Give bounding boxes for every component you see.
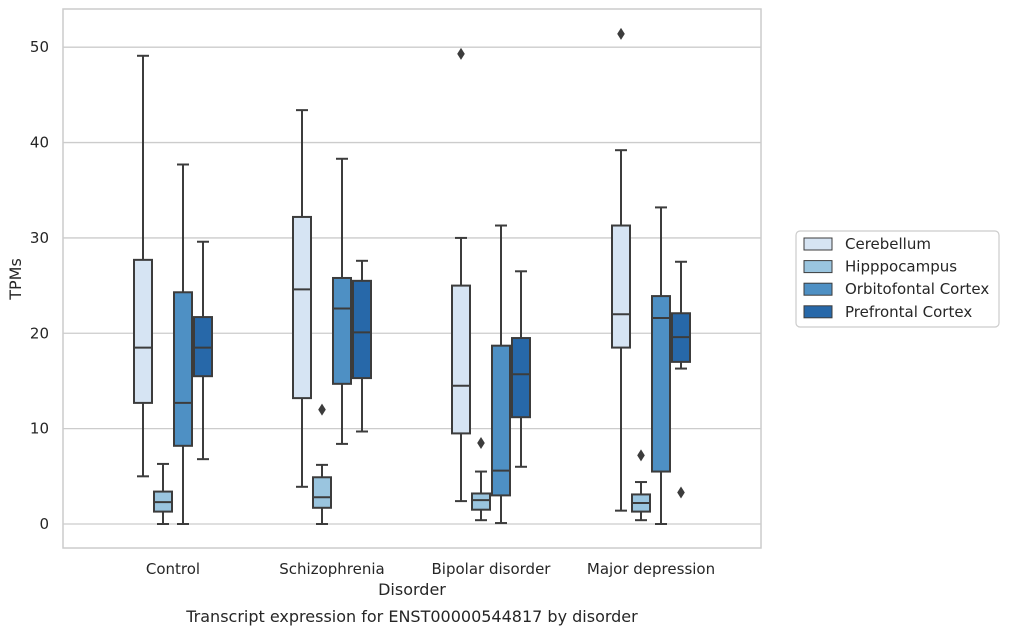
outlier-point bbox=[318, 403, 326, 416]
box-cerebellum bbox=[133, 54, 153, 478]
box-groups bbox=[133, 27, 691, 525]
box-hipppocampus bbox=[312, 403, 332, 525]
iqr-box bbox=[312, 476, 332, 509]
box-orbitofontal-cortex bbox=[173, 163, 193, 525]
legend-label: Prefrontal Cortex bbox=[845, 303, 972, 321]
y-tick-label: 40 bbox=[30, 134, 49, 152]
outlier-point bbox=[617, 27, 625, 40]
x-tick-label: Bipolar disorder bbox=[432, 560, 552, 578]
legend-frame bbox=[795, 230, 1000, 328]
iqr-box bbox=[292, 215, 312, 400]
legend-swatch bbox=[803, 260, 833, 274]
box-hipppocampus bbox=[153, 462, 173, 525]
box-cerebellum bbox=[611, 27, 631, 512]
y-tick-label: 10 bbox=[30, 420, 49, 438]
box-cerebellum bbox=[292, 109, 312, 488]
y-tick-label: 20 bbox=[30, 324, 49, 342]
legend-swatch bbox=[803, 282, 833, 296]
outlier-point bbox=[677, 486, 685, 499]
legend-swatch bbox=[803, 237, 833, 251]
iqr-box bbox=[611, 224, 631, 349]
box-orbitofontal-cortex bbox=[651, 206, 671, 525]
box-hipppocampus bbox=[631, 449, 651, 522]
x-tick-labels: Control Schizophrenia Bipolar disorder Majo… bbox=[146, 560, 715, 578]
box-hipppocampus bbox=[471, 436, 491, 522]
box-prefrontal-cortex bbox=[193, 240, 213, 461]
iqr-box bbox=[651, 295, 671, 473]
box-prefrontal-cortex bbox=[671, 260, 691, 499]
iqr-box bbox=[491, 344, 511, 497]
y-tick-label: 50 bbox=[30, 38, 49, 56]
iqr-box bbox=[332, 276, 352, 385]
box-orbitofontal-cortex bbox=[491, 224, 511, 525]
box-prefrontal-cortex bbox=[352, 259, 372, 433]
outlier-point bbox=[637, 449, 645, 462]
box-prefrontal-cortex bbox=[511, 270, 531, 468]
y-tick-label: 30 bbox=[30, 229, 49, 247]
legend-label: Orbitofontal Cortex bbox=[845, 280, 989, 298]
legend: Cerebellum Hipppocampus Orbitofontal Corte… bbox=[795, 230, 1000, 328]
outlier-point bbox=[457, 47, 465, 60]
x-tick-label: Major depression bbox=[587, 560, 715, 578]
y-axis-label: TPMs bbox=[6, 258, 25, 301]
iqr-box bbox=[511, 337, 531, 419]
box-orbitofontal-cortex bbox=[332, 157, 352, 445]
x-tick-label: Control bbox=[146, 560, 200, 578]
x-tick-label: Schizophrenia bbox=[279, 560, 384, 578]
plot-frame bbox=[62, 8, 762, 549]
outlier-point bbox=[477, 436, 485, 449]
y-tick-labels: 0 10 20 30 40 50 bbox=[30, 38, 49, 533]
y-tick-label: 0 bbox=[39, 515, 49, 533]
chart-caption: Transcript expression for ENST0000054481… bbox=[185, 607, 638, 626]
box-cerebellum bbox=[451, 47, 471, 503]
legend-label: Hipppocampus bbox=[845, 258, 957, 276]
iqr-box bbox=[173, 291, 193, 447]
iqr-box bbox=[352, 279, 372, 380]
iqr-box bbox=[451, 284, 471, 435]
x-axis-label: Disorder bbox=[378, 580, 446, 599]
iqr-box bbox=[133, 258, 153, 404]
legend-label: Cerebellum bbox=[845, 235, 931, 253]
legend-swatch bbox=[803, 305, 833, 319]
iqr-box bbox=[471, 492, 491, 511]
